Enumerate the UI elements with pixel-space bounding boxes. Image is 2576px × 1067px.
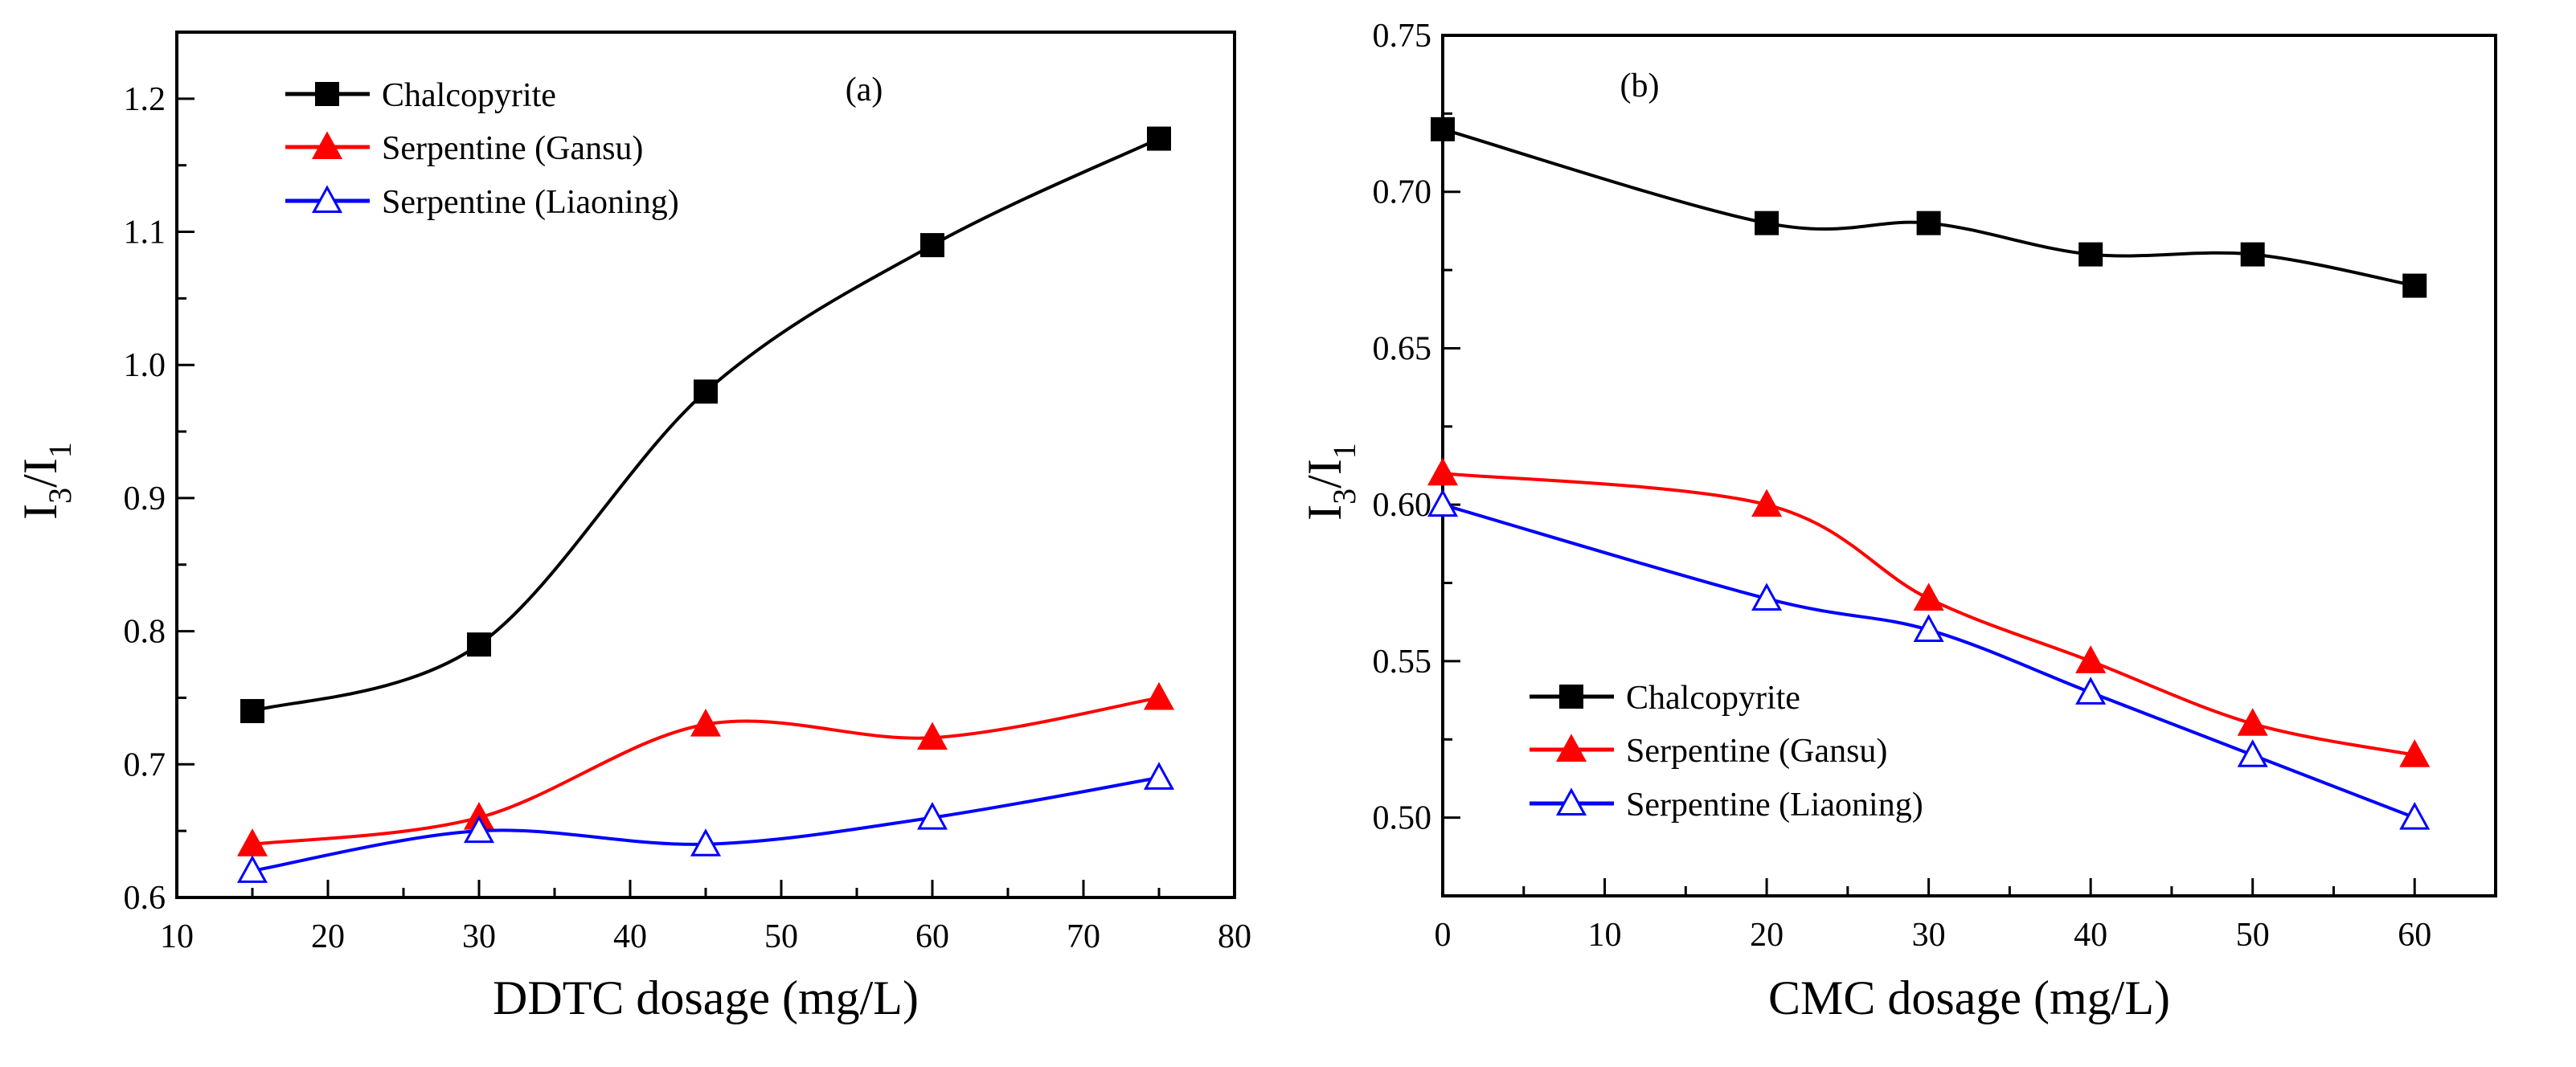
- legend-marker: [311, 131, 343, 159]
- data-point-2: [1913, 614, 1944, 642]
- series-line-0: [1442, 127, 2415, 288]
- panel-label: (a): [846, 72, 883, 108]
- data-point-0: [1755, 211, 1779, 235]
- y-axis-label-part: 3: [1326, 489, 1362, 505]
- y-tick-label: 0.7: [124, 746, 166, 783]
- data-point-0: [1147, 126, 1171, 151]
- plot-frame: [1441, 34, 2497, 897]
- data-point-0: [694, 379, 718, 404]
- legend-marker: [311, 185, 343, 213]
- data-point-0: [2402, 273, 2427, 298]
- series-line-2: [1442, 503, 2415, 820]
- data-point-2: [916, 801, 948, 830]
- y-axis-label-part: I: [1298, 459, 1351, 475]
- y-axis-label-part: /: [14, 474, 67, 488]
- x-tick-label: 40: [2074, 917, 2107, 954]
- data-point-0: [2078, 242, 2103, 267]
- data-point-1: [2075, 645, 2107, 673]
- data-point-1: [1427, 457, 1459, 486]
- legend-label: Serpentine (Liaoning): [1626, 787, 1923, 824]
- series-line-2: [252, 775, 1160, 873]
- x-axis-label: CMC dosage (mg/L): [1768, 971, 2170, 1024]
- data-point-0: [240, 699, 264, 724]
- x-axis-label: DDTC dosage (mg/L): [493, 971, 919, 1024]
- y-axis-label: I3/I1: [1298, 443, 1362, 521]
- x-tick-label: 50: [2236, 917, 2270, 954]
- data-point-2: [1143, 762, 1175, 790]
- data-point-2: [2237, 739, 2268, 767]
- x-tick-label: 40: [613, 918, 647, 955]
- data-point-0: [1431, 117, 1455, 141]
- y-tick-label: 0.6: [124, 880, 166, 917]
- y-axis-label-part: 1: [42, 442, 78, 458]
- x-tick-label: 80: [1218, 918, 1251, 955]
- x-tick-label: 20: [1750, 917, 1784, 954]
- data-point-2: [463, 815, 495, 844]
- legend-label: Chalcopyrite: [1626, 680, 1800, 717]
- data-point-2: [1751, 583, 1783, 611]
- data-point-1: [2237, 708, 2268, 736]
- legend-label: Serpentine (Gansu): [382, 130, 643, 167]
- y-tick-label: 0.60: [1373, 487, 1432, 524]
- legend-marker: [315, 82, 339, 106]
- y-tick-label: 0.8: [124, 614, 166, 651]
- data-point-1: [916, 722, 948, 750]
- y-axis-label-part: 1: [1326, 443, 1362, 459]
- data-point-2: [2075, 677, 2107, 705]
- data-point-1: [690, 708, 722, 737]
- y-axis-label-part: I: [14, 504, 67, 520]
- x-tick-label: 30: [1912, 917, 1946, 954]
- y-tick-label: 1.0: [124, 347, 166, 384]
- y-tick-label: 0.50: [1373, 800, 1432, 837]
- y-tick-label: 0.75: [1373, 18, 1432, 55]
- chart-panel-a: 10 20 30 40 50 60 70 80 0.6 0.7 0.8 0.9 1.0 1.1 1.2 DDT…: [14, 31, 1251, 1024]
- panel-label: (b): [1620, 67, 1660, 104]
- data-point-0: [2240, 242, 2265, 267]
- x-tick-label: 70: [1067, 918, 1100, 955]
- y-axis-label-part: 3: [42, 488, 78, 504]
- x-tick-label: 10: [1588, 917, 1622, 954]
- y-tick-label: 0.70: [1373, 174, 1432, 211]
- y-axis-label-part: I: [14, 458, 67, 474]
- y-axis-label-part: /: [1298, 475, 1351, 489]
- y-axis-label: I3/I1: [14, 442, 78, 520]
- data-point-1: [2399, 739, 2431, 767]
- legend-marker: [1559, 685, 1583, 709]
- legend-label: Serpentine (Gansu): [1626, 733, 1887, 770]
- data-point-0: [1916, 211, 1941, 235]
- data-point-2: [690, 828, 722, 856]
- y-tick-label: 0.55: [1373, 644, 1432, 681]
- y-tick-label: 1.1: [124, 215, 166, 251]
- chart-panel-b: 0 10 20 30 40 50 60 0.50 0.55 0.60 0.65 0.70 0.75 CMC…: [1298, 18, 2497, 1024]
- data-point-1: [236, 828, 268, 856]
- x-tick-label: 0: [1435, 917, 1452, 954]
- data-point-0: [920, 233, 944, 258]
- y-tick-label: 0.9: [124, 480, 166, 517]
- data-point-1: [1143, 681, 1175, 710]
- y-tick-label: 1.2: [124, 81, 166, 118]
- legend-label: Serpentine (Liaoning): [382, 184, 679, 221]
- y-tick-label: 0.65: [1373, 330, 1432, 367]
- series-line-0: [252, 137, 1160, 713]
- plot-frame: [175, 31, 1236, 899]
- legend-label: Chalcopyrite: [382, 77, 556, 114]
- x-tick-label: 10: [160, 918, 194, 955]
- legend-marker: [1555, 734, 1587, 762]
- x-tick-label: 30: [462, 918, 496, 955]
- data-point-1: [1913, 583, 1944, 611]
- data-point-2: [236, 855, 268, 883]
- data-point-1: [1751, 489, 1783, 517]
- data-point-0: [467, 632, 491, 657]
- x-tick-label: 60: [915, 918, 949, 955]
- data-point-2: [2399, 802, 2431, 830]
- x-tick-label: 50: [764, 918, 798, 955]
- data-point-2: [1427, 489, 1459, 517]
- y-axis-label-part: I: [1298, 505, 1351, 521]
- x-tick-label: 60: [2398, 917, 2431, 954]
- x-tick-label: 20: [311, 918, 345, 955]
- legend-marker: [1555, 787, 1587, 816]
